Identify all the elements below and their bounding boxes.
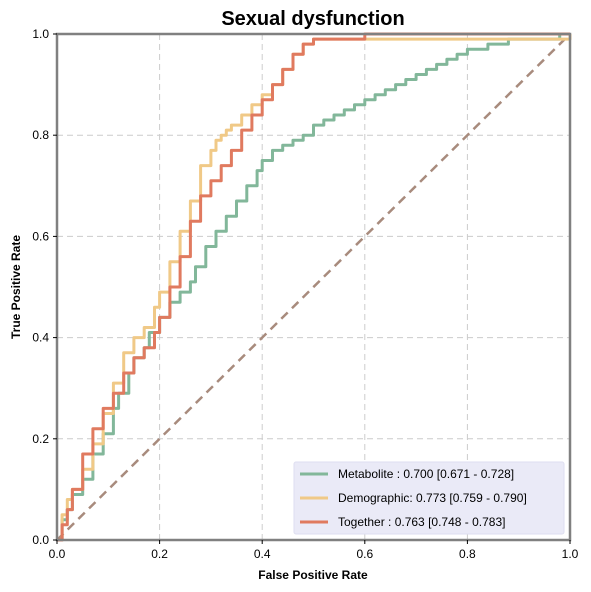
x-tick-label: 0.6: [356, 547, 373, 561]
grid-lines: [57, 34, 570, 540]
x-tick-label: 1.0: [562, 547, 579, 561]
legend-entry-together: Together : 0.763 [0.748 - 0.783]: [338, 515, 505, 529]
y-tick-label: 0.2: [32, 432, 49, 446]
legend-box: [293, 461, 565, 535]
legend: Metabolite : 0.700 [0.671 - 0.728] Demogr…: [293, 461, 565, 535]
reference-diagonal: [56, 33, 571, 541]
series-line-metabolite: [57, 32, 570, 542]
y-tick-label: 1.0: [32, 27, 49, 41]
y-tick-label: 0.8: [32, 128, 49, 142]
x-tick-label: 0.0: [49, 547, 66, 561]
series-line-together: [57, 32, 570, 542]
reference-line: [56, 33, 571, 541]
y-tick-label: 0.0: [32, 533, 49, 547]
chart-title: Sexual dysfunction: [221, 8, 404, 30]
legend-entry-demographic: Demographic: 0.773 [0.759 - 0.790]: [338, 491, 527, 505]
x-tick-label: 0.8: [459, 547, 476, 561]
x-axis-label: False Positive Rate: [258, 568, 368, 582]
legend-entry-metabolite: Metabolite : 0.700 [0.671 - 0.728]: [338, 467, 514, 481]
y-tick-label: 0.4: [32, 331, 49, 345]
y-tick-label: 0.6: [32, 229, 49, 243]
y-axis-label: True Positive Rate: [9, 235, 23, 339]
axis-ticks: 0.0 0.2 0.4 0.6 0.8 1.0 0.0 0.2 0.4 0.6 0.8 1.0: [32, 27, 578, 561]
x-tick-label: 0.4: [254, 547, 271, 561]
x-tick-label: 0.2: [151, 547, 168, 561]
roc-curves: [57, 32, 572, 542]
plot-frame: [55, 32, 572, 542]
